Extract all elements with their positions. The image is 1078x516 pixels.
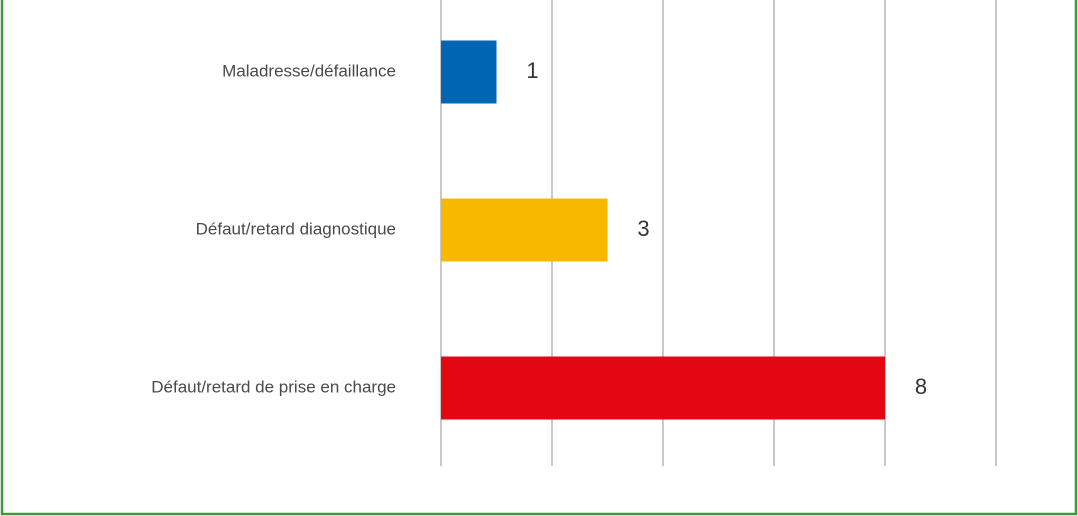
category-label: Maladresse/défaillance	[222, 61, 396, 80]
category-label: Défaut/retard de prise en charge	[151, 377, 396, 396]
value-label: 8	[915, 374, 927, 399]
category-label: Défaut/retard diagnostique	[196, 219, 396, 238]
value-label: 3	[637, 216, 649, 241]
bar	[441, 40, 497, 104]
value-label: 1	[526, 58, 538, 83]
bar	[441, 356, 885, 420]
bar	[441, 198, 608, 262]
